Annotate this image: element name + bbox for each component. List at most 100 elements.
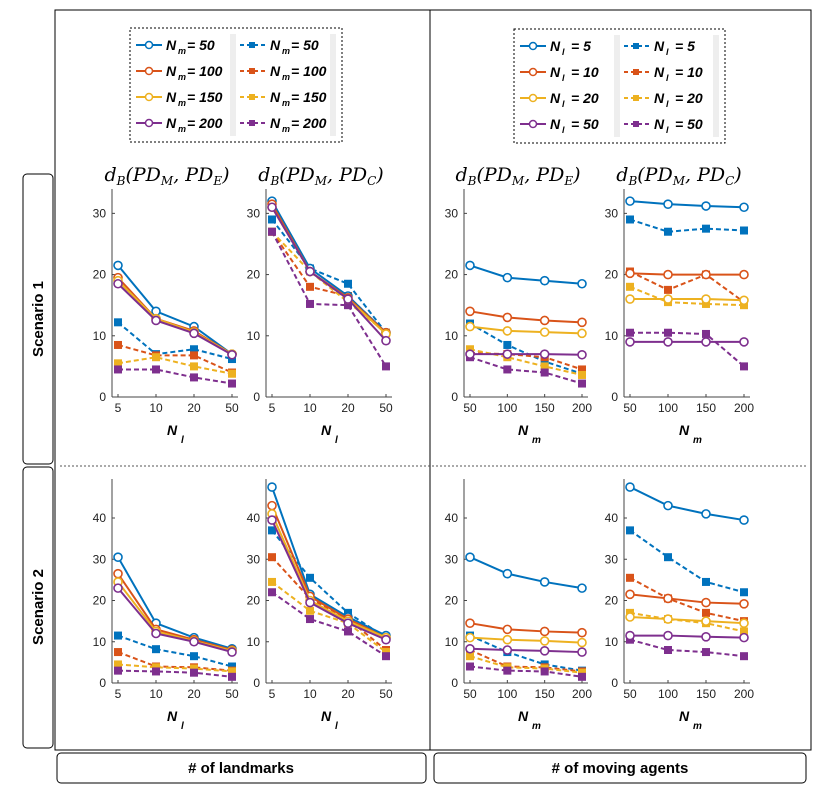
- legend-separator: [614, 35, 620, 137]
- data-point-circle: [539, 349, 550, 359]
- y-tick-label: 20: [605, 268, 619, 282]
- data-point-square: [114, 666, 122, 675]
- panel-s2-ag-C: 0 10 20 30 40 50 100 150 200 Nm: [605, 479, 754, 732]
- y-tick-label: 0: [253, 390, 260, 404]
- x-tick-label: 20: [341, 687, 355, 701]
- grid-frame: [54, 9, 812, 751]
- x-tick-label: 50: [379, 687, 393, 701]
- series-dashed-2: [466, 345, 586, 379]
- data-point-square: [152, 667, 160, 676]
- series-solid-2: [625, 294, 749, 306]
- series-line: [470, 353, 583, 356]
- legend-value: = 20: [571, 90, 599, 106]
- data-point-circle: [739, 202, 749, 213]
- y-tick-label: 20: [93, 268, 107, 282]
- series-solid-3: [267, 515, 391, 645]
- y-tick-label: 30: [247, 552, 261, 566]
- series-line: [469, 356, 583, 385]
- series-dashed-2: [466, 652, 586, 677]
- data-point-circle: [113, 260, 123, 271]
- data-point-square: [664, 285, 672, 294]
- data-point-square: [228, 662, 236, 671]
- data-point-circle: [739, 269, 749, 280]
- x-tick-label: 150: [696, 401, 716, 415]
- legend-var-subscript: m: [178, 98, 186, 108]
- y-tick-label: 20: [93, 594, 107, 608]
- series-solid-3: [267, 202, 391, 346]
- x-axis-label-subscript: m: [693, 721, 702, 732]
- legend-marker-circle: [144, 40, 154, 50]
- x-tick-label: 20: [187, 401, 201, 415]
- series-line: [469, 325, 583, 335]
- series-solid-2: [465, 321, 587, 339]
- series-line: [117, 283, 233, 356]
- data-point-square: [306, 606, 314, 615]
- data-point-square: [268, 227, 276, 236]
- data-point-square: [114, 648, 122, 657]
- data-point-circle: [502, 645, 513, 655]
- y-tick-label: 40: [605, 511, 619, 525]
- data-point-circle: [739, 618, 749, 628]
- series-solid-3: [465, 643, 587, 657]
- legend-marker-circle: [528, 119, 538, 129]
- legend-separator: [330, 34, 336, 136]
- data-point-circle: [701, 201, 711, 211]
- legend-var-subscript: l: [562, 73, 565, 83]
- series-line: [629, 285, 745, 307]
- y-tick-label: 0: [99, 390, 106, 404]
- legend-var-subscript: l: [562, 47, 565, 57]
- series-line: [271, 556, 387, 651]
- series-line: [117, 321, 233, 361]
- series-line: [469, 665, 583, 678]
- data-point-square: [664, 328, 672, 337]
- series-line: [271, 203, 387, 334]
- series-line: [271, 581, 387, 653]
- legend-value: = 50: [571, 116, 599, 132]
- series-line: [629, 272, 744, 276]
- panel-title: dB(PDM, PDC): [258, 164, 383, 188]
- data-point-square: [702, 299, 710, 308]
- col-label-box-1: [56, 752, 427, 784]
- data-point-circle: [113, 568, 123, 579]
- series-dashed-2: [268, 577, 390, 657]
- series-line: [271, 231, 387, 367]
- legend-separator: [713, 35, 719, 137]
- series-dashed-1: [268, 553, 390, 654]
- series-dashed-2: [114, 660, 236, 676]
- data-point-square: [268, 526, 276, 535]
- data-point-square: [344, 627, 352, 636]
- legend-var: N: [550, 90, 561, 106]
- panel-s1-ag-C: 0 10 20 30 50 100 150 200 Nm dB(PDM, PDC): [605, 164, 755, 446]
- data-point-square: [228, 369, 236, 378]
- series-line: [469, 647, 583, 654]
- series-dashed-0: [626, 215, 748, 236]
- data-point-square: [152, 353, 160, 362]
- data-point-circle: [739, 295, 749, 306]
- data-point-circle: [502, 312, 513, 323]
- series-line: [117, 669, 233, 678]
- series-line: [117, 264, 233, 355]
- data-point-circle: [539, 636, 550, 646]
- y-tick-label: 40: [445, 511, 459, 525]
- data-point-circle: [663, 199, 673, 209]
- series-line: [629, 529, 745, 594]
- data-point-square: [740, 652, 748, 661]
- y-tick-label: 20: [605, 594, 619, 608]
- panel-s2-lm-E: 0 10 20 30 40 5 10 20 50 Nl: [93, 479, 239, 732]
- x-axis-label: N: [167, 422, 178, 438]
- data-point-circle: [663, 269, 673, 280]
- legend-value: = 10: [571, 64, 599, 80]
- data-point-circle: [151, 628, 161, 639]
- legend-value: = 50: [187, 37, 215, 53]
- data-point-square: [466, 345, 474, 354]
- data-point-circle: [701, 597, 711, 608]
- legend-marker-square: [249, 94, 255, 100]
- series-solid-0: [113, 260, 237, 359]
- y-tick-label: 0: [253, 676, 260, 690]
- data-point-circle: [465, 306, 475, 317]
- legend-var: N: [270, 115, 281, 131]
- data-point-circle: [305, 266, 315, 277]
